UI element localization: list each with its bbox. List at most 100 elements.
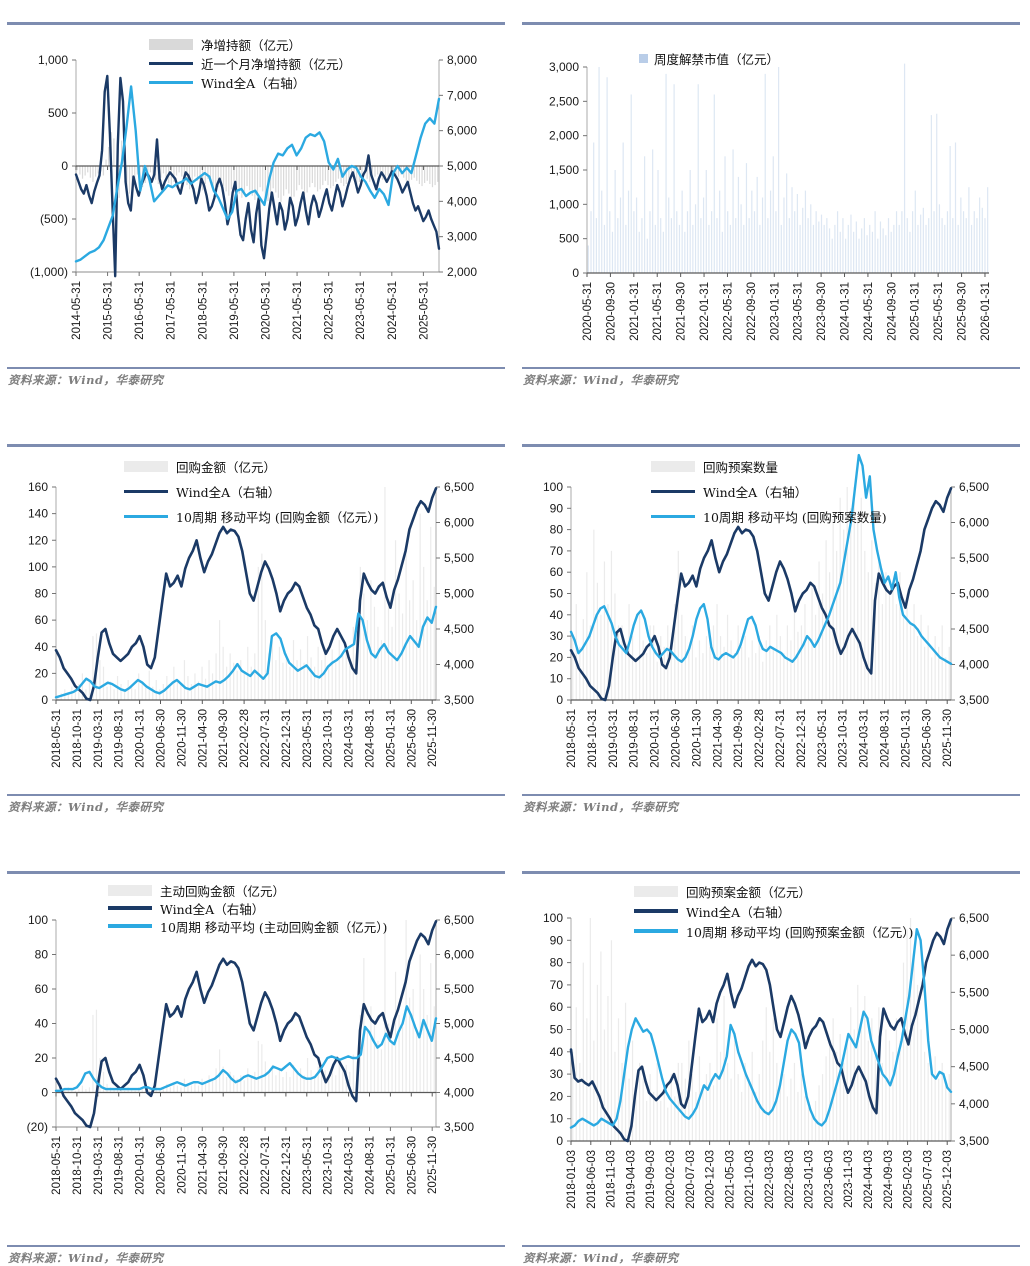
svg-text:2021-09-30: 2021-09-30	[733, 709, 745, 768]
svg-text:2020-06-30: 2020-06-30	[156, 1136, 168, 1195]
svg-text:6,000: 6,000	[444, 516, 474, 530]
svg-text:2018-05-31: 2018-05-31	[197, 281, 209, 340]
svg-text:2015-05-31: 2015-05-31	[103, 281, 115, 340]
svg-text:2020-11-30: 2020-11-30	[691, 709, 703, 767]
chart-weekly-unlock-value: 3,000 2,500 2,000 1,500 1,000 500 0 2020-05-31 2…	[531, 33, 1013, 358]
svg-text:2024-09-03: 2024-09-03	[883, 1150, 895, 1209]
svg-text:2022-07-31: 2022-07-31	[775, 709, 787, 768]
svg-text:2022-12-31: 2022-12-31	[281, 1136, 293, 1195]
svg-text:(20): (20)	[27, 1120, 48, 1134]
svg-text:2023-05-31: 2023-05-31	[793, 282, 805, 341]
svg-text:2017-05-31: 2017-05-31	[166, 281, 178, 340]
svg-text:2023-01-31: 2023-01-31	[769, 282, 781, 341]
panel-top-rule	[7, 22, 505, 25]
svg-text:5,000: 5,000	[447, 159, 477, 173]
svg-text:2020-02-03: 2020-02-03	[665, 1150, 677, 1209]
svg-text:2018-05-31: 2018-05-31	[51, 1136, 63, 1195]
svg-text:2022-08-03: 2022-08-03	[784, 1150, 796, 1209]
svg-text:2022-12-31: 2022-12-31	[281, 709, 293, 768]
panel-bottom-rule	[522, 367, 1020, 369]
svg-text:40: 40	[550, 1045, 564, 1059]
svg-text:1,000: 1,000	[549, 197, 579, 211]
svg-text:160: 160	[28, 480, 48, 494]
svg-text:2020-06-30: 2020-06-30	[671, 709, 683, 768]
svg-text:2018-11-03: 2018-11-03	[606, 1150, 618, 1208]
svg-text:2025-07-03: 2025-07-03	[922, 1150, 934, 1209]
panel-bottom-rule	[7, 794, 505, 796]
svg-text:50: 50	[550, 1023, 564, 1037]
svg-text:2024-03-31: 2024-03-31	[344, 1136, 356, 1195]
chart-buyback-plan-amount: 100 90 80 70 60 50 40 30 20 10 0 6,500 6,000 5,500 5,0…	[531, 875, 1013, 1242]
svg-text:6,000: 6,000	[959, 948, 989, 962]
svg-text:0: 0	[556, 693, 563, 707]
chart-canvas: 160 140 120 100 80 60 40 20 0 6,500 6,000 5,500 5,00…	[28, 480, 474, 768]
svg-text:5,000: 5,000	[959, 1023, 989, 1037]
svg-text:2020-09-30: 2020-09-30	[605, 282, 617, 341]
chart-net-increase-holdings: 1,000 500 0 (500) (1,000) 8,000 7,000 6,000 5,00…	[16, 33, 498, 358]
source-caption: 资料来源：Wind，华泰研究	[523, 800, 679, 814]
svg-text:100: 100	[28, 913, 48, 927]
svg-text:2020-12-03: 2020-12-03	[705, 1150, 717, 1209]
svg-text:8,000: 8,000	[447, 53, 477, 67]
svg-text:2023-10-31: 2023-10-31	[838, 709, 850, 768]
svg-text:4,500: 4,500	[444, 1051, 474, 1065]
svg-text:2025-01-31: 2025-01-31	[900, 709, 912, 768]
svg-text:4,000: 4,000	[444, 1086, 474, 1100]
svg-text:2022-02-28: 2022-02-28	[754, 709, 766, 768]
svg-text:50: 50	[550, 587, 564, 601]
svg-text:2023-11-03: 2023-11-03	[843, 1150, 855, 1208]
svg-text:2020-07-03: 2020-07-03	[685, 1150, 697, 1209]
source-caption: 资料来源：Wind，华泰研究	[8, 373, 164, 387]
svg-text:(1,000): (1,000)	[30, 265, 68, 279]
svg-text:100: 100	[28, 560, 48, 574]
panel-bottom-rule	[7, 367, 505, 369]
svg-text:6,000: 6,000	[447, 124, 477, 138]
svg-text:10: 10	[550, 672, 564, 686]
svg-text:2024-09-30: 2024-09-30	[886, 282, 898, 341]
svg-text:2023-10-31: 2023-10-31	[323, 1136, 335, 1195]
svg-text:2024-03-31: 2024-03-31	[344, 709, 356, 768]
svg-text:2022-02-28: 2022-02-28	[239, 709, 251, 768]
svg-text:2021-01-31: 2021-01-31	[629, 282, 641, 341]
panel-buyback-plan-amount: 100 90 80 70 60 50 40 30 20 10 0 6,500 6,000 5,500 5,0…	[515, 860, 1030, 1266]
svg-text:2018-05-31: 2018-05-31	[566, 709, 578, 768]
source-caption: 资料来源：Wind，华泰研究	[523, 373, 679, 387]
svg-text:4,500: 4,500	[959, 622, 989, 636]
svg-text:2020-01-31: 2020-01-31	[135, 1136, 147, 1195]
svg-text:2018-10-31: 2018-10-31	[72, 1136, 84, 1195]
svg-text:2018-10-31: 2018-10-31	[587, 709, 599, 768]
svg-text:2022-01-31: 2022-01-31	[699, 282, 711, 341]
svg-text:2024-03-31: 2024-03-31	[859, 709, 871, 768]
svg-text:2025-02-03: 2025-02-03	[903, 1150, 915, 1209]
svg-text:2025-11-30: 2025-11-30	[427, 709, 439, 767]
svg-text:2019-08-31: 2019-08-31	[114, 1136, 126, 1195]
svg-text:2,000: 2,000	[549, 129, 579, 143]
svg-text:2021-05-31: 2021-05-31	[652, 282, 664, 341]
svg-text:4,000: 4,000	[444, 658, 474, 672]
chart-buyback-plan-count: 100 90 80 70 60 50 40 30 20 10 0 6,500 6,000 5,500 5,0…	[531, 450, 1013, 788]
svg-text:4,000: 4,000	[959, 1097, 989, 1111]
svg-text:2023-10-31: 2023-10-31	[323, 709, 335, 768]
svg-text:6,000: 6,000	[959, 516, 989, 530]
panel-bottom-rule	[522, 794, 1020, 796]
svg-text:70: 70	[550, 978, 564, 992]
svg-text:5,000: 5,000	[444, 1017, 474, 1031]
svg-text:2021-04-30: 2021-04-30	[712, 709, 724, 768]
svg-text:1,000: 1,000	[38, 53, 68, 67]
chart-canvas: 1,000 500 0 (500) (1,000) 8,000 7,000 6,000 5,00…	[30, 53, 477, 340]
svg-text:80: 80	[35, 587, 49, 601]
svg-text:60: 60	[550, 1000, 564, 1014]
svg-text:2025-01-31: 2025-01-31	[910, 282, 922, 341]
svg-text:4,500: 4,500	[959, 1060, 989, 1074]
svg-text:120: 120	[28, 533, 48, 547]
panel-top-rule	[7, 444, 505, 447]
svg-text:4,000: 4,000	[959, 658, 989, 672]
svg-text:0: 0	[556, 1134, 563, 1148]
svg-text:2,500: 2,500	[549, 94, 579, 108]
svg-text:2022-12-31: 2022-12-31	[796, 709, 808, 768]
svg-text:70: 70	[550, 544, 564, 558]
svg-text:2023-01-03: 2023-01-03	[804, 1150, 816, 1209]
svg-text:20: 20	[550, 1089, 564, 1103]
